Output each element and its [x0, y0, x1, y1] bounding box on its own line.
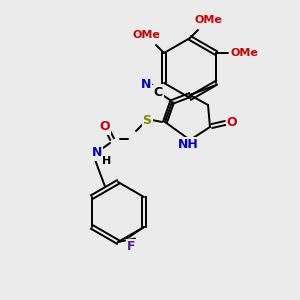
Text: OMe: OMe — [132, 30, 160, 40]
Text: O: O — [227, 116, 237, 128]
Text: O: O — [100, 121, 110, 134]
Text: N: N — [141, 77, 151, 91]
Text: F: F — [127, 240, 135, 253]
Text: C: C — [153, 85, 163, 98]
Text: S: S — [142, 113, 152, 127]
Text: H: H — [102, 156, 112, 166]
Text: OMe: OMe — [194, 15, 222, 25]
Text: OMe: OMe — [230, 48, 258, 58]
Text: NH: NH — [178, 137, 198, 151]
Text: N: N — [92, 146, 102, 160]
